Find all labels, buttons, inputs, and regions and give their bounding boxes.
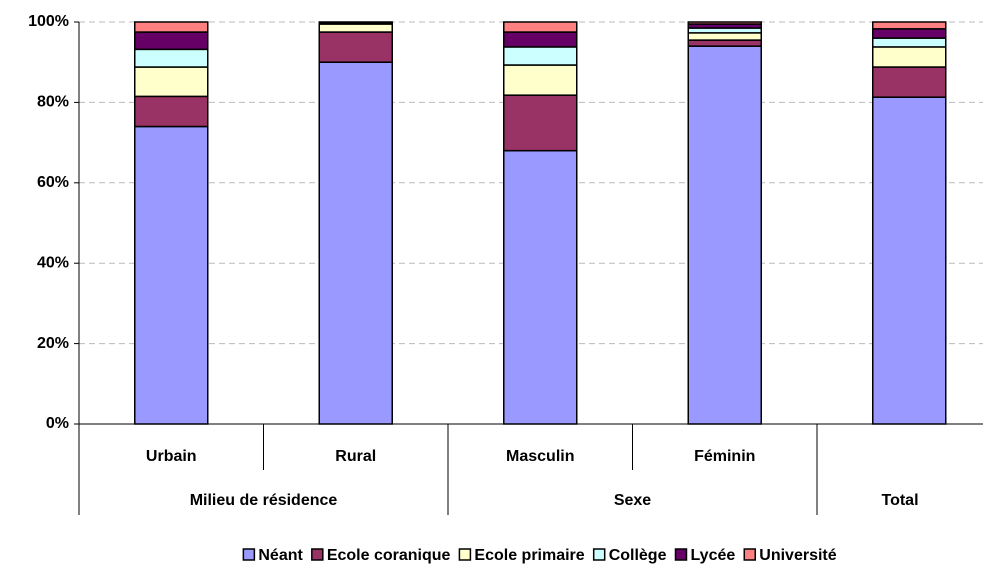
y-tick-label: 80% (37, 94, 69, 111)
legend-swatch (311, 548, 324, 561)
legend-swatch (674, 548, 688, 561)
bar-segment (318, 23, 393, 33)
bar-segment (687, 45, 762, 425)
legend-label: Lycée (690, 547, 735, 564)
bar-segment (872, 46, 947, 68)
bar-segment (872, 21, 947, 30)
group-label: Milieu de résidence (190, 492, 338, 509)
x-tick-label: Masculin (506, 448, 574, 465)
y-tick-label: 20% (37, 335, 69, 352)
legend-label: Ecole primaire (474, 547, 584, 564)
group-label: Total (881, 492, 918, 509)
bar-segment (134, 66, 209, 98)
bar-segment (503, 46, 578, 66)
bar-segment (134, 48, 209, 68)
y-tick-label: 100% (28, 13, 69, 30)
bar-segment (503, 64, 578, 96)
bar-segment (503, 149, 578, 425)
y-tick-label: 40% (37, 254, 69, 271)
legend-swatch (743, 548, 757, 561)
bar-segment (503, 31, 578, 48)
bar-segment (134, 95, 209, 128)
bar-segment (503, 94, 578, 152)
legend-label: Néant (258, 547, 303, 564)
bar-segment (134, 125, 209, 425)
bar-segment (318, 31, 393, 63)
bar-segment (687, 32, 762, 41)
bar-segment (687, 39, 762, 47)
bar-segment (687, 21, 762, 25)
bar-segment (503, 21, 578, 33)
legend-swatch (458, 548, 472, 561)
bar-segment (872, 37, 947, 48)
y-tick-label: 60% (37, 174, 69, 191)
bar-segment (134, 31, 209, 51)
bar-segment (872, 28, 947, 39)
x-tick-label: Urbain (146, 448, 197, 465)
bar-segment (318, 61, 393, 425)
legend-swatch (592, 548, 606, 561)
bar-segment (134, 21, 209, 33)
y-tick-label: 0% (46, 415, 69, 432)
bar-segment (872, 66, 947, 98)
x-tick-label: Rural (335, 448, 376, 465)
x-tick-label: Féminin (694, 448, 755, 465)
legend-label: Collège (609, 547, 667, 564)
bar-segment (872, 96, 947, 425)
legend-label: Ecole coranique (327, 547, 451, 564)
group-label: Sexe (614, 492, 651, 509)
legend-label: Université (759, 547, 836, 564)
legend-swatch (242, 548, 256, 561)
